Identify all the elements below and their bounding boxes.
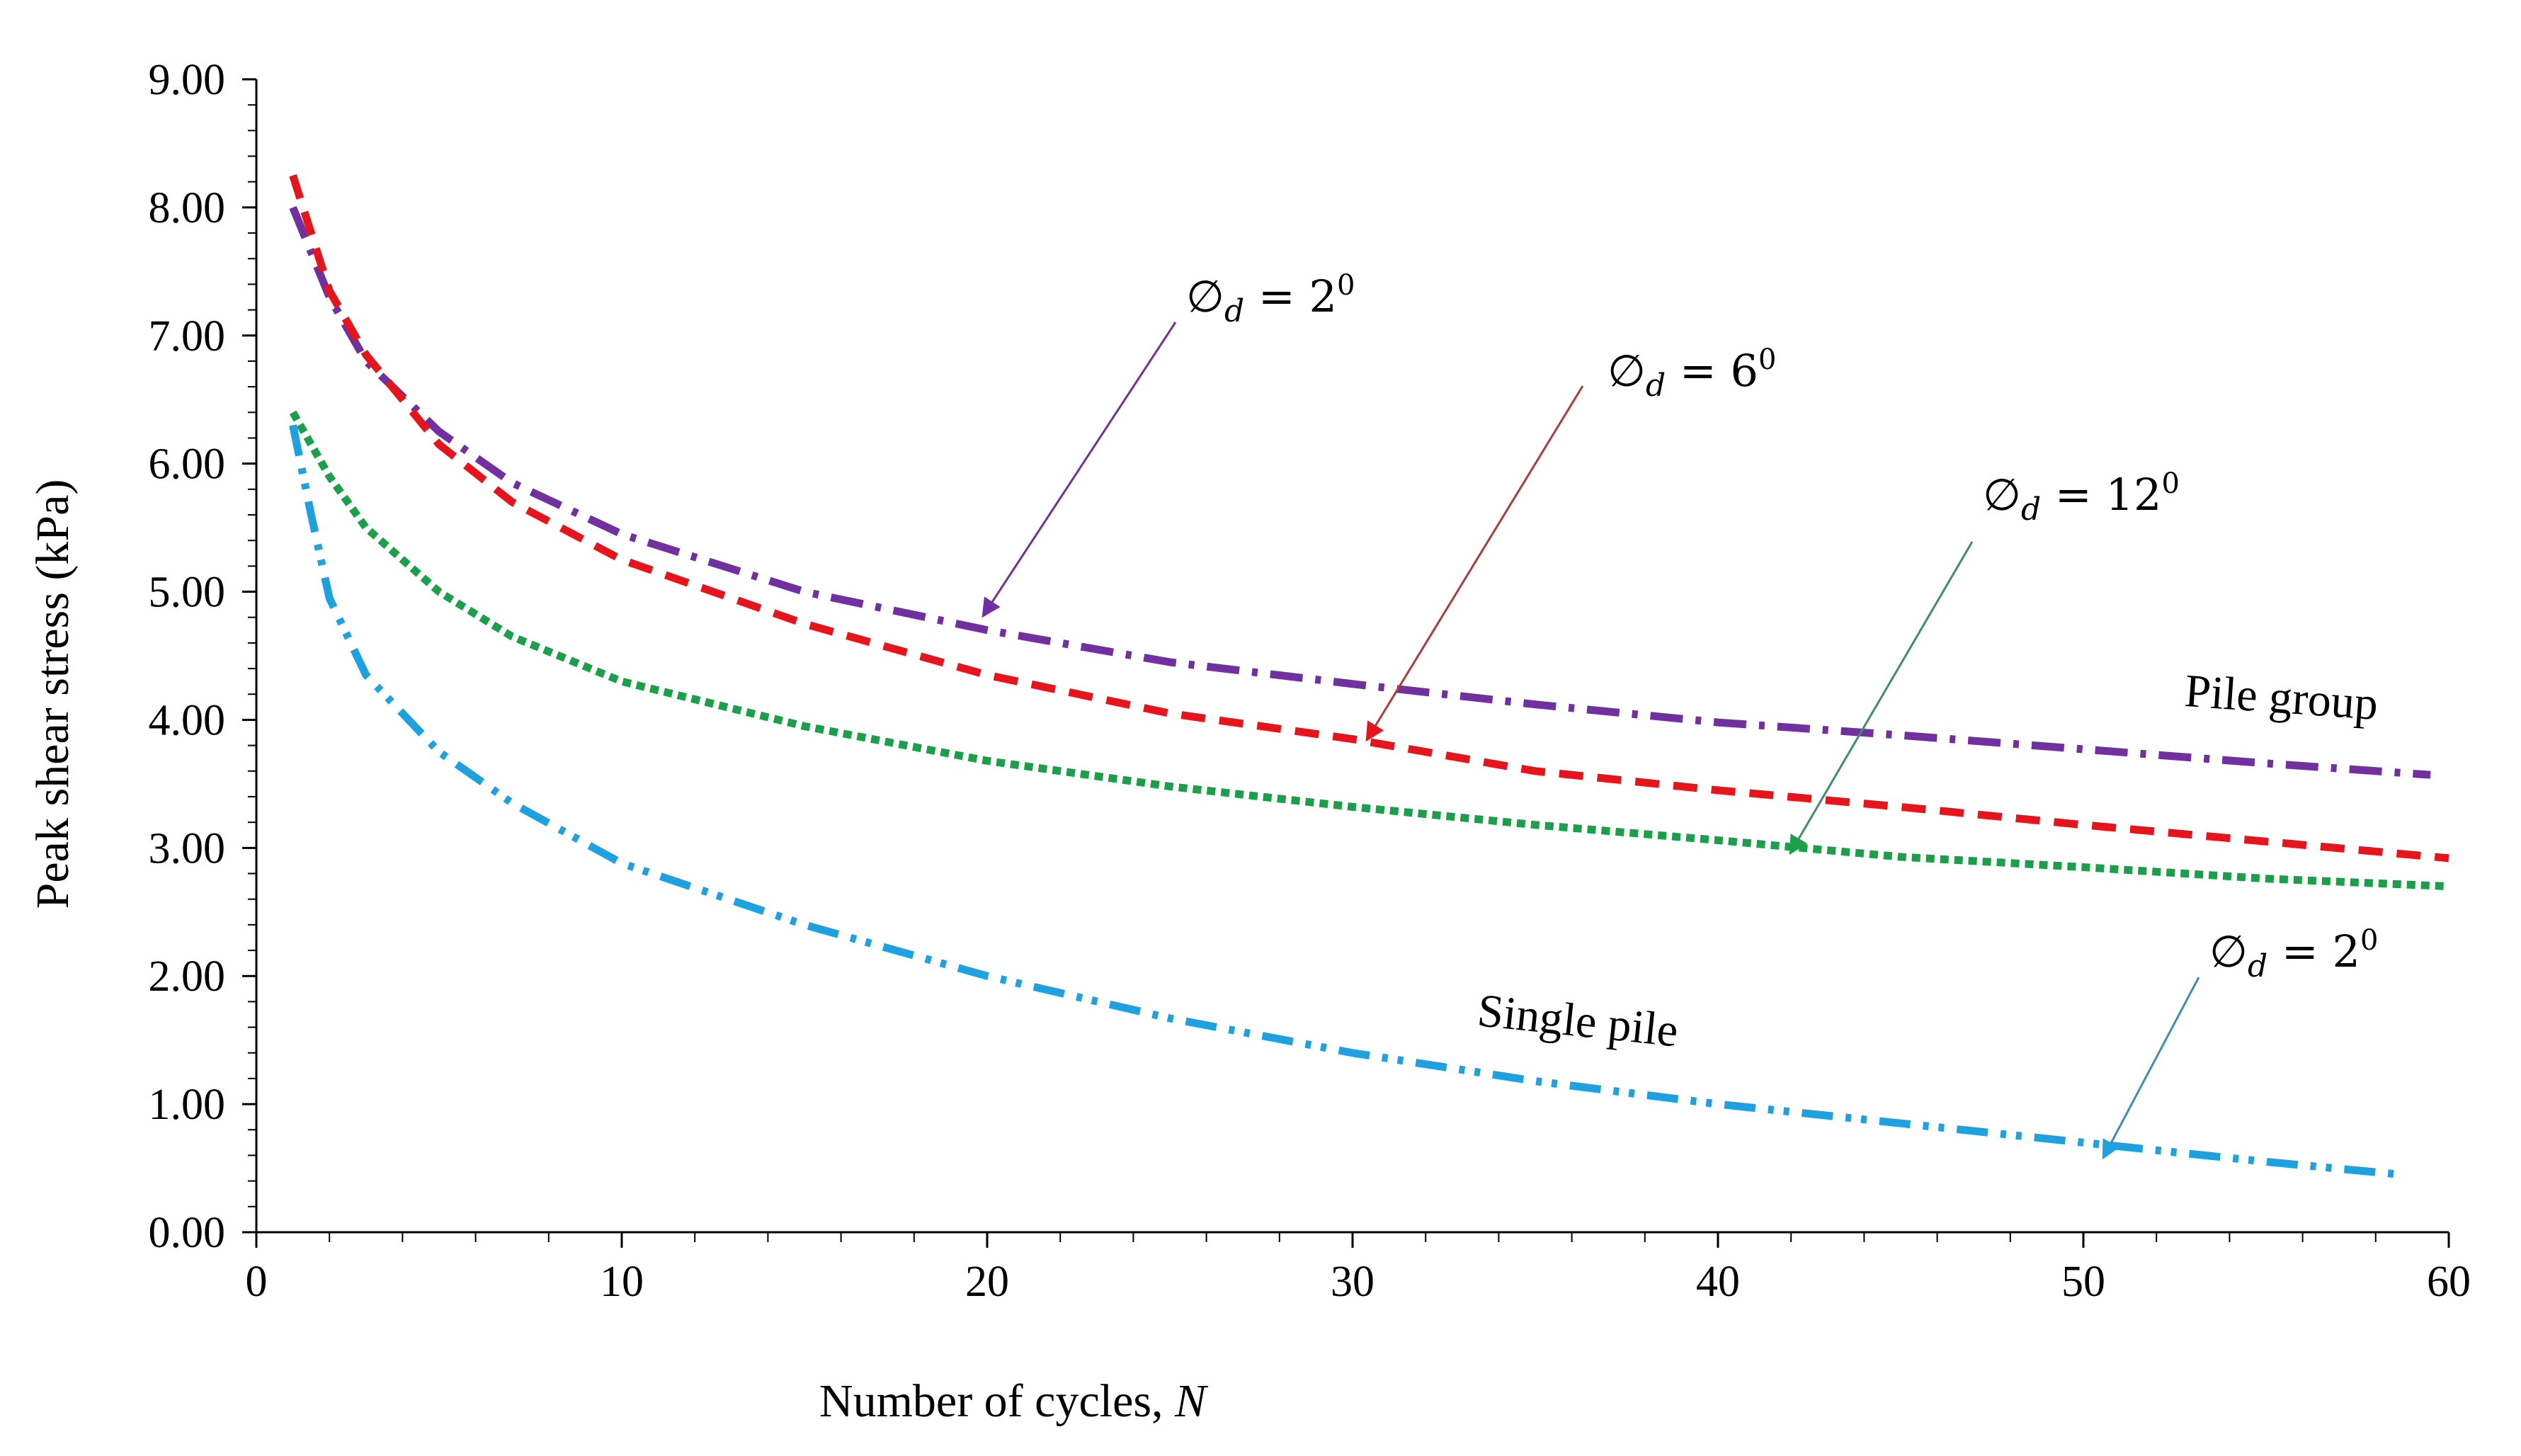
y-axis-title: Peak shear stress (kPa) (27, 479, 79, 909)
axes (255, 79, 2449, 1234)
series-line-phi-12-group (289, 410, 2449, 891)
annotation-label-phi-6-group: ∅d = 60 (1607, 343, 1776, 404)
data-series (289, 174, 2449, 1179)
annotation-arrow-phi-2-group (981, 322, 1177, 618)
annotation-arrow-phi-12-group (1789, 541, 1974, 855)
y-tick-label: 2.00 (149, 952, 226, 1001)
y-tick-label: 5.00 (149, 569, 226, 617)
single-pile-label: Single pile (1475, 984, 1680, 1057)
y-tick-label: 1.00 (149, 1081, 226, 1129)
y-tick-label: 6.00 (149, 440, 226, 489)
annotations: ∅d = 20 ∅d = 60 ∅d = 120 ∅d = 20 (981, 269, 2378, 1160)
series-line-phi-6-group (289, 174, 2449, 863)
x-tick-label: 60 (2427, 1258, 2471, 1306)
annotation-label-phi-2-single: ∅d = 20 (2209, 924, 2378, 984)
annotation-arrow-phi-2-single (2102, 977, 2200, 1160)
y-axis-ticks: 0.00 1.00 2.00 3.00 4.00 5.00 6.00 7.00 8.00 9.00 (149, 56, 256, 1257)
annotation-arrow-phi-6-group (1365, 385, 1584, 742)
x-tick-label: 30 (1331, 1258, 1375, 1306)
x-tick-label: 0 (246, 1258, 268, 1306)
x-axis-title: Number of cycles, N (819, 1375, 1209, 1427)
y-tick-label: 0.00 (149, 1209, 226, 1257)
series-line-phi-2-single (289, 424, 2402, 1179)
x-tick-label: 20 (965, 1258, 1009, 1306)
x-axis-ticks: 0 10 20 30 40 50 60 (246, 1232, 2471, 1306)
y-tick-label: 7.00 (149, 312, 226, 360)
pile-group-label: Pile group (2183, 665, 2380, 730)
annotation-label-phi-12-group: ∅d = 120 (1983, 467, 2180, 528)
x-tick-label: 50 (2061, 1258, 2105, 1306)
y-tick-label: 4.00 (149, 696, 226, 744)
y-tick-label: 3.00 (149, 824, 226, 872)
x-tick-label: 10 (600, 1258, 644, 1306)
y-tick-label: 9.00 (149, 56, 226, 104)
y-tick-label: 8.00 (149, 184, 226, 232)
x-tick-label: 40 (1696, 1258, 1740, 1306)
annotation-label-phi-2-group: ∅d = 20 (1186, 269, 1355, 329)
